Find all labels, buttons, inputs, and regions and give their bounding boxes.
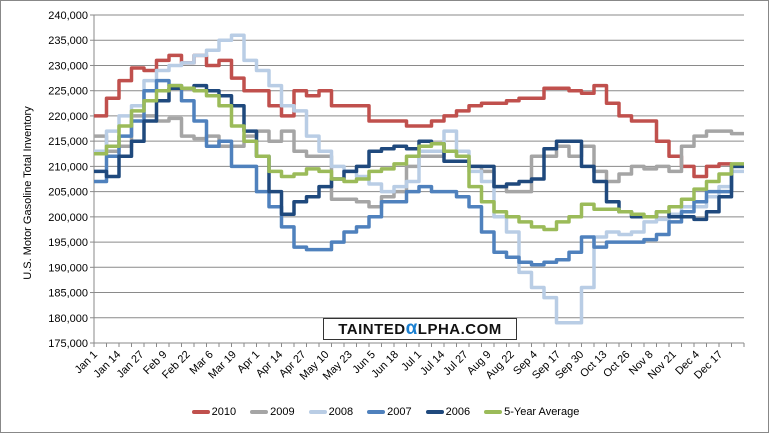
y-tick-label: 225,000 <box>48 86 88 98</box>
legend-swatch <box>425 410 444 414</box>
legend: 2010 2009 2008 2007 2006 5-Year Average <box>1 406 768 418</box>
legend-item: 2010 <box>191 406 237 418</box>
legend-swatch <box>191 410 210 414</box>
y-tick-label: 220,000 <box>48 111 88 123</box>
y-tick-label: 215,000 <box>48 136 88 148</box>
y-tick-label: 185,000 <box>48 288 88 300</box>
legend-swatch <box>250 410 269 414</box>
y-tick-label: 235,000 <box>48 35 88 47</box>
legend-item: 2006 <box>425 406 471 418</box>
legend-item: 5-Year Average <box>484 406 579 418</box>
legend-label: 5-Year Average <box>504 406 580 418</box>
legend-swatch <box>308 410 327 414</box>
legend-item: 2007 <box>367 406 412 418</box>
x-tick-label: Oct 26 <box>601 349 632 380</box>
legend-label: 2008 <box>328 406 354 418</box>
watermark-logo: TAINTEDαLPHA.COM <box>323 318 517 340</box>
y-tick-label: 230,000 <box>48 60 88 72</box>
x-tick-label: Jul 14 <box>418 349 447 378</box>
legend-item: 2008 <box>308 406 354 418</box>
legend-label: 2007 <box>387 406 412 418</box>
y-axis-label: U.S. Motor Gasoline Total Inventory <box>22 106 34 280</box>
legend-label: 2006 <box>445 406 471 418</box>
legend-swatch <box>367 410 386 414</box>
y-tick-label: 195,000 <box>48 237 88 249</box>
series-line-5-year-average <box>94 83 744 232</box>
y-tick-label: 175,000 <box>48 338 88 350</box>
y-tick-label: 200,000 <box>48 212 88 224</box>
legend-label: 2010 <box>211 406 237 418</box>
y-tick-label: 205,000 <box>48 187 88 199</box>
legend-swatch <box>484 410 503 414</box>
legend-item: 2009 <box>250 406 295 418</box>
legend-label: 2009 <box>270 406 295 418</box>
y-tick-label: 180,000 <box>48 313 88 325</box>
y-tick-label: 210,000 <box>48 161 88 173</box>
series-line-2007 <box>94 78 744 267</box>
x-tick-label: Jul 27 <box>441 349 470 378</box>
y-tick-label: 190,000 <box>48 262 88 274</box>
series-line-2008 <box>94 33 744 325</box>
y-tick-label: 240,000 <box>48 10 88 22</box>
